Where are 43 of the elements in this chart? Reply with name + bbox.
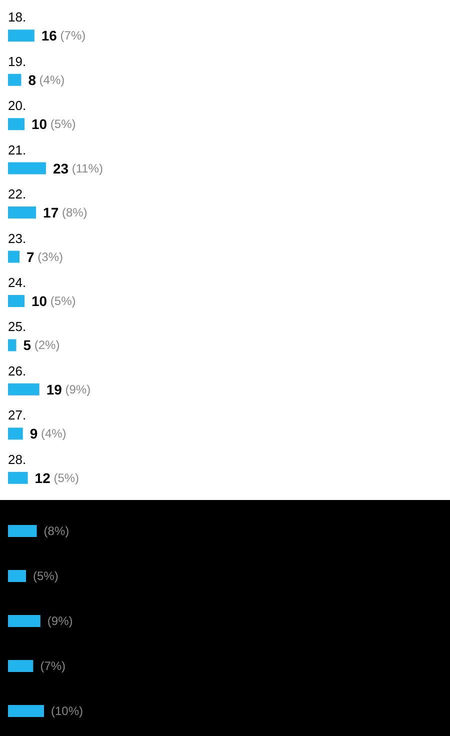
bar [8, 615, 40, 627]
bar [8, 118, 24, 130]
y-tick-label: 25. [8, 319, 26, 334]
data-label: 12 (5%) [34, 470, 80, 486]
bar [8, 383, 40, 396]
bar [8, 30, 34, 42]
data-label: 10 (5%) [32, 292, 76, 309]
data-label: (8%) [44, 524, 70, 538]
bar [8, 705, 44, 717]
data-label: 7 (3%) [26, 248, 64, 265]
y-tick-label: 18. [8, 10, 26, 25]
y-tick-label: 24. [8, 274, 26, 290]
data-label: 23 (11%) [52, 160, 103, 176]
bar [8, 472, 28, 484]
bar [8, 660, 34, 672]
bar [8, 428, 23, 440]
data-label: 5 (2%) [23, 337, 60, 354]
data-label: 10 (5%) [32, 116, 76, 132]
bar [8, 206, 36, 219]
data-label: (9%) [47, 614, 73, 628]
data-label: (5%) [33, 569, 58, 583]
y-tick-label: 20. [8, 98, 26, 114]
y-tick-label: 28. [8, 452, 26, 467]
data-label: (7%) [40, 659, 66, 673]
data-label: 8 (4%) [28, 72, 65, 88]
y-tick-label: 21. [8, 142, 26, 158]
bar [8, 525, 37, 537]
data-label: (10%) [51, 704, 84, 718]
data-label: 16 (7%) [41, 28, 86, 44]
bar [8, 294, 24, 307]
data-label: 17 (8%) [43, 204, 88, 221]
bar [8, 570, 26, 582]
y-tick-label: 22. [8, 186, 26, 202]
data-label: 9 (4%) [30, 426, 66, 442]
bar [8, 74, 22, 86]
bar [8, 339, 16, 352]
data-label: 19 (9%) [46, 381, 91, 398]
y-tick-label: 23. [8, 230, 26, 246]
bar [8, 250, 20, 263]
y-tick-label: 19. [8, 54, 26, 69]
bar [8, 162, 46, 174]
y-tick-label: 27. [8, 408, 26, 423]
y-tick-label: 26. [8, 363, 26, 378]
